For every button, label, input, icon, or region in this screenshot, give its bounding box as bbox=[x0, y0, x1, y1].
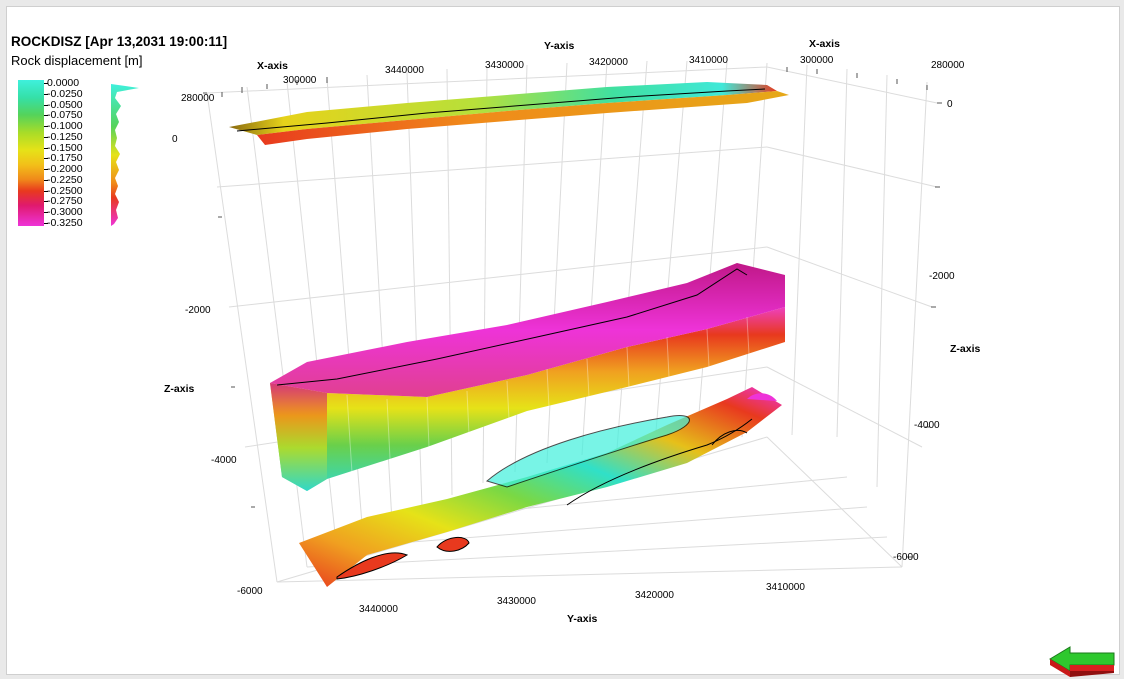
legend-label: -0.3250 bbox=[47, 217, 83, 229]
y-tick-top-3: 3410000 bbox=[689, 55, 728, 66]
axis-labels: X-axis Y-axis X-axis Z-axis Z-axis Y-axi… bbox=[164, 38, 981, 625]
reservoir-layer-middle bbox=[270, 263, 785, 491]
legend-tick bbox=[44, 136, 48, 138]
legend-label: -0.0500 bbox=[47, 98, 83, 111]
y-axis-label-bottom: Y-axis bbox=[567, 613, 598, 625]
z-tick-right-1: -2000 bbox=[929, 271, 955, 282]
z-axis-label-left: Z-axis bbox=[164, 383, 195, 395]
legend-histogram bbox=[111, 84, 139, 226]
legend-label: -0.2750 bbox=[47, 195, 83, 208]
y-tick-top-2: 3420000 bbox=[589, 57, 628, 68]
surface-layer-top bbox=[229, 82, 789, 145]
y-tick-top-1: 3430000 bbox=[485, 60, 524, 71]
legend-label: 0.0000 bbox=[47, 77, 80, 89]
legend-tick bbox=[44, 212, 48, 214]
legend-tick bbox=[44, 147, 48, 149]
property-label: Rock displacement [m] bbox=[11, 53, 143, 68]
z-axis-label-right: Z-axis bbox=[950, 343, 981, 355]
x-axis-label-right: X-axis bbox=[809, 38, 840, 50]
x-tick-300000-left: 300000 bbox=[283, 75, 317, 86]
y-tick-bottom-1: 3430000 bbox=[497, 596, 536, 607]
legend-label: -0.1500 bbox=[47, 141, 83, 154]
legend-label: -0.2000 bbox=[47, 163, 83, 176]
legend-tick bbox=[44, 93, 48, 95]
legend-tick bbox=[44, 83, 48, 84]
z-tick-left-2: -4000 bbox=[211, 455, 237, 466]
legend-label: -0.2500 bbox=[47, 184, 83, 197]
x-tick-280000-right: 280000 bbox=[931, 60, 965, 71]
legend-tick bbox=[44, 190, 48, 192]
legend-tick bbox=[44, 201, 48, 203]
legend-tick bbox=[44, 126, 48, 128]
legend-label: -0.1000 bbox=[47, 120, 83, 133]
color-legend-bar bbox=[18, 80, 44, 226]
z-tick-left-1: -2000 bbox=[185, 305, 211, 316]
y-tick-bottom-3: 3410000 bbox=[766, 582, 805, 593]
z-tick-right-0: 0 bbox=[947, 99, 953, 110]
surface-layer-bottom bbox=[299, 387, 782, 587]
tick-labels: 280000 300000 3440000 3430000 3420000 34… bbox=[172, 55, 965, 615]
x-tick-280000-left: 280000 bbox=[181, 93, 215, 104]
legend-label: -0.3000 bbox=[47, 206, 83, 219]
z-tick-left-3: -6000 bbox=[237, 586, 263, 597]
legend-tick bbox=[44, 104, 48, 106]
legend-label: -0.2250 bbox=[47, 173, 83, 186]
z-tick-right-2: -4000 bbox=[914, 420, 940, 431]
y-axis-label-top: Y-axis bbox=[544, 40, 575, 52]
3d-viewport[interactable]: ROCKDISZ [Apr 13,2031 19:00:11] Rock dis… bbox=[6, 6, 1120, 677]
y-tick-top-0: 3440000 bbox=[385, 65, 424, 76]
arrow-left-icon[interactable] bbox=[1048, 643, 1118, 677]
z-tick-right-3: -6000 bbox=[893, 552, 919, 563]
legend-label: -0.1750 bbox=[47, 152, 83, 165]
legend-label: -0.1250 bbox=[47, 130, 83, 143]
axis-ticks bbox=[203, 67, 942, 558]
legend-tick bbox=[44, 179, 48, 181]
legend-tick bbox=[44, 169, 48, 171]
legend-label: -0.0750 bbox=[47, 109, 83, 122]
plot-title: ROCKDISZ [Apr 13,2031 19:00:11] bbox=[11, 34, 228, 49]
y-tick-bottom-2: 3420000 bbox=[635, 590, 674, 601]
z-tick-left-0: 0 bbox=[172, 134, 178, 145]
legend-tick bbox=[44, 115, 48, 117]
legend-label: -0.0250 bbox=[47, 87, 83, 100]
x-tick-300000-right: 300000 bbox=[800, 55, 834, 66]
x-axis-label-left: X-axis bbox=[257, 60, 288, 72]
3d-scene[interactable]: X-axis Y-axis X-axis Z-axis Z-axis Y-axi… bbox=[7, 7, 1119, 674]
legend-tick bbox=[44, 223, 48, 224]
legend-tick bbox=[44, 158, 48, 160]
y-tick-bottom-0: 3440000 bbox=[359, 604, 398, 615]
